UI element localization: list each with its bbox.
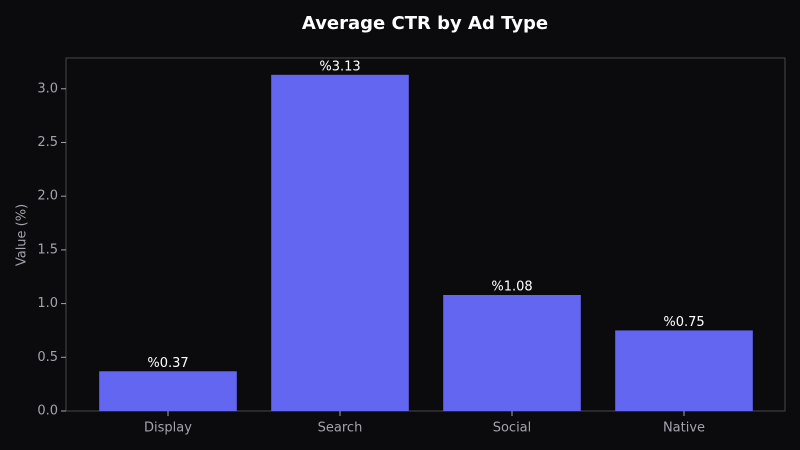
x-tick-label: Native — [663, 421, 705, 436]
y-tick-label: 3.0 — [37, 81, 58, 96]
plot-frame — [65, 57, 786, 412]
y-tick-label: 0.5 — [37, 350, 58, 365]
y-axis-label: Value (%) — [15, 204, 30, 266]
chart-title: Average CTR by Ad Type — [302, 13, 548, 34]
x-tick-label: Display — [144, 421, 192, 436]
bar — [99, 371, 237, 411]
y-tick-label: 1.5 — [37, 242, 58, 257]
value-label: %1.08 — [491, 279, 532, 294]
y-tick-label: 0.0 — [37, 404, 58, 419]
y-tick-label: 2.0 — [37, 189, 58, 204]
value-label: %0.37 — [147, 356, 188, 371]
y-tick-label: 2.5 — [37, 135, 58, 150]
y-tick-label: 1.0 — [37, 296, 58, 311]
x-tick-label: Search — [318, 421, 363, 436]
value-label: %0.75 — [663, 315, 704, 330]
bar — [271, 74, 409, 412]
x-tick-label: Social — [493, 421, 532, 436]
bar — [615, 330, 753, 411]
value-label: %3.13 — [319, 59, 360, 74]
bar — [443, 294, 581, 411]
